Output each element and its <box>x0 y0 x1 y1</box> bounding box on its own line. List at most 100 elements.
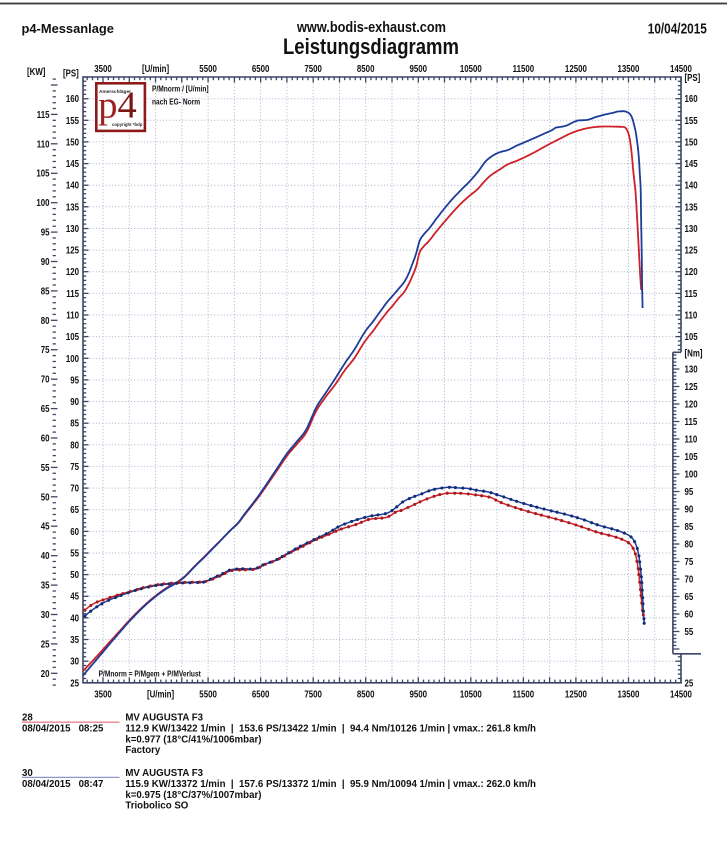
svg-text:90: 90 <box>41 256 50 267</box>
svg-text:3500: 3500 <box>94 688 112 699</box>
svg-text:Factory: Factory <box>125 745 161 756</box>
svg-text:7500: 7500 <box>304 63 322 74</box>
svg-text:nach EG- Norm: nach EG- Norm <box>152 97 200 107</box>
svg-text:155: 155 <box>685 115 698 126</box>
svg-text:P/Mnorm = P/Mgem + P/MVerlust: P/Mnorm = P/Mgem + P/MVerlust <box>99 669 202 679</box>
svg-text:35: 35 <box>70 634 79 645</box>
svg-text:95: 95 <box>41 227 50 238</box>
svg-text:50: 50 <box>70 569 79 580</box>
svg-text:p4: p4 <box>98 85 137 127</box>
svg-text:112.9 KW/13422 1/min | 153.6: 112.9 KW/13422 1/min | 153.6 PS/13422 1/… <box>125 723 536 734</box>
svg-text:145: 145 <box>685 158 698 169</box>
svg-text:[U/min]: [U/min] <box>147 688 174 699</box>
svg-text:7500: 7500 <box>304 688 322 699</box>
svg-text:10500: 10500 <box>460 63 482 74</box>
svg-text:25: 25 <box>685 677 694 688</box>
svg-text:9500: 9500 <box>410 688 428 699</box>
svg-text:130: 130 <box>685 223 698 234</box>
svg-text:50: 50 <box>41 491 50 502</box>
svg-text:60: 60 <box>685 609 694 620</box>
svg-text:125: 125 <box>685 245 698 256</box>
svg-text:85: 85 <box>685 521 694 532</box>
svg-text:6500: 6500 <box>252 688 270 699</box>
svg-text:115.9 KW/13372 1/min | 157.6: 115.9 KW/13372 1/min | 157.6 PS/13372 1/… <box>125 779 536 790</box>
svg-text:Triobolico SO: Triobolico SO <box>125 801 188 812</box>
svg-text:110: 110 <box>37 138 50 149</box>
svg-text:5500: 5500 <box>199 63 217 74</box>
svg-text:60: 60 <box>41 433 50 444</box>
svg-text:90: 90 <box>70 396 79 407</box>
svg-text:70: 70 <box>41 374 50 385</box>
svg-text:105: 105 <box>685 331 698 342</box>
svg-text:P/Mnorm / [U/min]: P/Mnorm / [U/min] <box>152 84 209 94</box>
svg-text:110: 110 <box>66 310 79 321</box>
svg-text:14500: 14500 <box>670 63 692 74</box>
svg-text:65: 65 <box>70 504 79 515</box>
svg-text:115: 115 <box>685 288 698 299</box>
svg-text:[PS]: [PS] <box>63 68 79 79</box>
svg-text:120: 120 <box>685 399 698 410</box>
svg-text:12500: 12500 <box>565 688 587 699</box>
svg-text:105: 105 <box>685 451 698 462</box>
svg-text:www.bodis-exhaust.com: www.bodis-exhaust.com <box>296 18 446 35</box>
svg-text:8500: 8500 <box>357 63 375 74</box>
svg-text:130: 130 <box>685 364 698 375</box>
svg-text:105: 105 <box>36 168 49 179</box>
svg-text:55: 55 <box>685 626 694 637</box>
svg-text:45: 45 <box>41 521 50 532</box>
svg-text:30: 30 <box>22 768 33 779</box>
svg-text:160: 160 <box>66 93 79 104</box>
svg-text:130: 130 <box>66 223 79 234</box>
svg-text:60: 60 <box>70 526 79 537</box>
svg-text:[KW]: [KW] <box>27 66 45 77</box>
svg-text:75: 75 <box>70 461 79 472</box>
svg-text:80: 80 <box>41 315 50 326</box>
svg-text:copyright *bdp: copyright *bdp <box>112 122 143 127</box>
svg-text:[PS]: [PS] <box>685 72 701 83</box>
svg-text:11500: 11500 <box>513 63 535 74</box>
svg-text:95: 95 <box>70 375 79 386</box>
svg-text:150: 150 <box>685 137 698 148</box>
svg-text:115: 115 <box>37 109 50 120</box>
svg-text:10/04/2015: 10/04/2015 <box>648 20 707 36</box>
svg-text:160: 160 <box>685 93 698 104</box>
svg-text:25: 25 <box>41 639 50 650</box>
svg-text:55: 55 <box>41 462 50 473</box>
svg-text:65: 65 <box>41 403 50 414</box>
svg-text:65: 65 <box>685 591 694 602</box>
svg-text:14500: 14500 <box>670 688 692 699</box>
svg-text:30: 30 <box>70 656 79 667</box>
svg-text:140: 140 <box>66 180 79 191</box>
svg-text:120: 120 <box>66 266 79 277</box>
svg-text:75: 75 <box>685 556 694 567</box>
svg-text:Leistungsdiagramm: Leistungsdiagramm <box>283 34 459 59</box>
svg-text:11500: 11500 <box>513 688 535 699</box>
svg-text:90: 90 <box>685 504 694 515</box>
svg-text:k=0.977 (18°C/41%/1006mbar): k=0.977 (18°C/41%/1006mbar) <box>125 734 261 745</box>
svg-text:MV AUGUSTA F3: MV AUGUSTA F3 <box>125 713 203 724</box>
svg-text:100: 100 <box>36 197 49 208</box>
svg-text:85: 85 <box>41 286 50 297</box>
svg-text:110: 110 <box>685 310 698 321</box>
svg-text:40: 40 <box>41 550 50 561</box>
svg-text:[U/min]: [U/min] <box>142 63 169 74</box>
svg-text:35: 35 <box>41 580 50 591</box>
svg-text:120: 120 <box>685 266 698 277</box>
svg-text:80: 80 <box>685 539 694 550</box>
svg-text:08/04/2015 08:47: 08/04/2015 08:47 <box>22 779 104 790</box>
svg-text:85: 85 <box>70 418 79 429</box>
svg-text:100: 100 <box>66 353 79 364</box>
svg-text:45: 45 <box>70 591 79 602</box>
svg-text:100: 100 <box>685 469 698 480</box>
svg-text:10500: 10500 <box>460 688 482 699</box>
svg-text:k=0.975 (18°C/37%/1007mbar): k=0.975 (18°C/37%/1007mbar) <box>125 790 261 801</box>
svg-text:MV AUGUSTA F3: MV AUGUSTA F3 <box>125 768 203 779</box>
svg-text:80: 80 <box>70 439 79 450</box>
svg-text:9500: 9500 <box>410 63 428 74</box>
svg-text:135: 135 <box>685 201 698 212</box>
svg-text:3500: 3500 <box>94 63 112 74</box>
svg-text:110: 110 <box>685 434 698 445</box>
svg-text:105: 105 <box>66 331 79 342</box>
svg-text:25: 25 <box>70 677 79 688</box>
svg-text:55: 55 <box>70 548 79 559</box>
